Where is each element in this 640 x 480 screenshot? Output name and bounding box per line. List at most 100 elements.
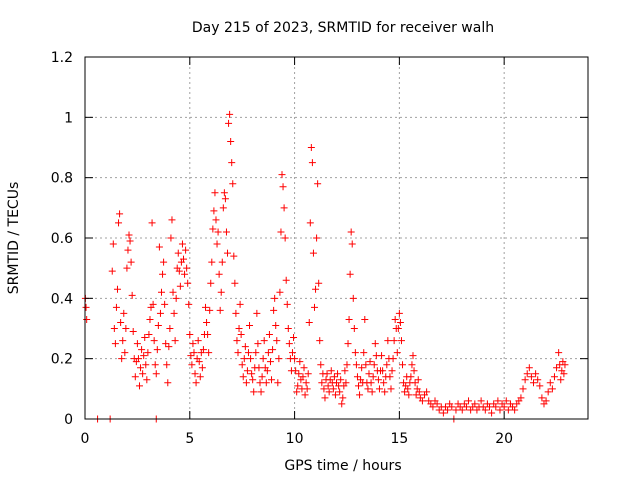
data-point [386, 373, 394, 381]
data-point [246, 321, 254, 329]
data-point [211, 189, 219, 197]
data-point [527, 373, 535, 381]
x-tick-label: 5 [185, 431, 194, 447]
data-point [165, 343, 173, 351]
data-point [374, 376, 382, 384]
data-point [388, 367, 396, 375]
data-point [236, 300, 244, 308]
data-point [259, 355, 267, 363]
data-point [389, 355, 397, 363]
data-point [502, 397, 510, 405]
data-point [347, 228, 355, 236]
data-point [306, 219, 314, 227]
data-point [273, 337, 281, 345]
data-point [138, 346, 146, 354]
data-point [309, 249, 317, 257]
data-point [550, 373, 558, 381]
data-point [139, 370, 147, 378]
data-point [366, 358, 374, 366]
data-point [323, 370, 331, 378]
data-point [225, 119, 233, 127]
data-point [123, 264, 131, 272]
data-point [285, 340, 293, 348]
data-point [355, 382, 363, 390]
data-point [411, 379, 419, 387]
data-point [159, 270, 167, 278]
data-point [352, 361, 360, 369]
data-point [125, 231, 133, 239]
data-point [194, 337, 202, 345]
data-point [176, 282, 184, 290]
data-point [444, 406, 452, 414]
data-point [269, 346, 277, 354]
data-point [113, 285, 121, 293]
data-point [220, 189, 228, 197]
data-point [338, 400, 346, 408]
data-point [208, 258, 216, 266]
data-point [142, 361, 150, 369]
data-point [164, 379, 172, 387]
data-point [243, 367, 251, 375]
data-point [396, 318, 404, 326]
data-point [216, 306, 224, 314]
data-point [241, 343, 249, 351]
data-point [401, 388, 409, 396]
data-point [281, 234, 289, 242]
x-tick-label: 10 [286, 431, 304, 447]
data-point [271, 294, 279, 302]
data-point [253, 309, 261, 317]
data-point [349, 294, 357, 302]
x-tick-label: 0 [81, 431, 90, 447]
x-tick-label: 20 [495, 431, 513, 447]
data-point [244, 349, 252, 357]
data-point [561, 361, 569, 369]
data-point [274, 379, 282, 387]
data-point [278, 171, 286, 179]
data-point [140, 352, 148, 360]
data-point [137, 364, 145, 372]
data-point [521, 376, 529, 384]
data-point [292, 367, 300, 375]
data-point [255, 364, 263, 372]
data-point [192, 379, 200, 387]
data-point [203, 318, 211, 326]
data-point [339, 394, 347, 402]
data-point [276, 288, 284, 296]
data-point [134, 355, 142, 363]
data-point [325, 388, 333, 396]
data-point [465, 397, 473, 405]
data-point [344, 340, 352, 348]
data-point [367, 379, 375, 387]
data-point [188, 361, 196, 369]
data-point [368, 388, 376, 396]
data-point [124, 246, 132, 254]
data-point [112, 303, 120, 311]
data-point [146, 315, 154, 323]
data-point [143, 376, 151, 384]
data-point [108, 267, 116, 275]
data-point [331, 391, 339, 399]
data-point [330, 373, 338, 381]
data-point [115, 219, 123, 227]
data-point [190, 349, 198, 357]
data-point [350, 325, 358, 332]
data-point [217, 288, 225, 296]
data-point [343, 361, 351, 369]
data-point [126, 237, 134, 245]
data-point [477, 397, 485, 405]
data-point [183, 264, 191, 272]
x-axis-label: GPS time / hours [284, 458, 401, 474]
data-point [362, 361, 370, 369]
data-point [291, 355, 299, 363]
data-point [279, 183, 287, 191]
axis-ticks: 0 0.2 0.4 0.6 0.8 1 1.2 0 5 10 15 20 [51, 50, 588, 447]
data-point [131, 373, 139, 381]
data-point [301, 391, 309, 399]
data-point [222, 228, 230, 236]
data-point [263, 367, 271, 375]
data-point [250, 388, 258, 396]
data-point [238, 361, 246, 369]
data-point [371, 340, 379, 348]
data-point [204, 331, 212, 339]
